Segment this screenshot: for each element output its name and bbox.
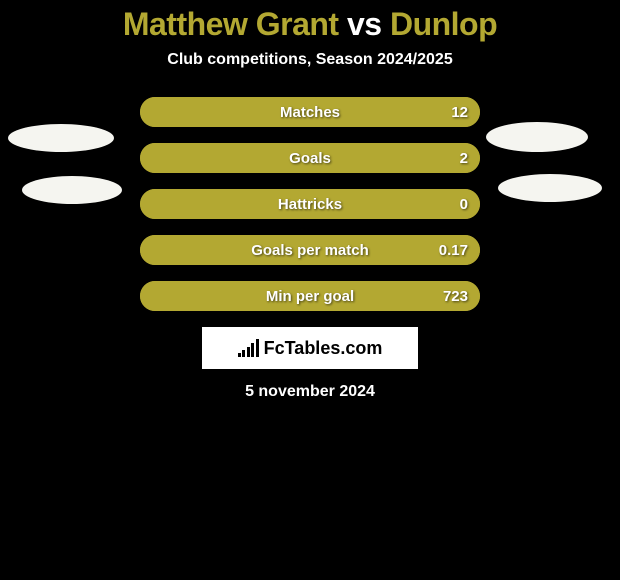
stat-value: 0 xyxy=(460,189,468,219)
stat-value: 12 xyxy=(451,97,468,127)
logo-bar xyxy=(238,353,241,357)
logo-bar xyxy=(256,339,259,357)
title-vs: vs xyxy=(339,6,390,42)
stat-row: Matches12 xyxy=(140,97,480,127)
logo-text: FcTables.com xyxy=(264,338,383,359)
stat-row: Goals2 xyxy=(140,143,480,173)
stat-label: Goals per match xyxy=(140,235,480,265)
logo-bar xyxy=(251,343,254,357)
stat-row: Goals per match0.17 xyxy=(140,235,480,265)
subtitle: Club competitions, Season 2024/2025 xyxy=(0,51,620,69)
stat-label: Matches xyxy=(140,97,480,127)
decorative-ellipse xyxy=(498,174,602,202)
stat-value: 2 xyxy=(460,143,468,173)
bar-chart-icon xyxy=(238,339,260,357)
stat-label: Min per goal xyxy=(140,281,480,311)
decorative-ellipse xyxy=(486,122,588,152)
stat-value: 723 xyxy=(443,281,468,311)
page-title: Matthew Grant vs Dunlop xyxy=(0,0,620,43)
stat-label: Hattricks xyxy=(140,189,480,219)
title-player1: Matthew Grant xyxy=(123,6,339,42)
decorative-ellipse xyxy=(8,124,114,152)
attribution-logo: FcTables.com xyxy=(202,327,418,369)
logo-bar xyxy=(242,350,245,357)
decorative-ellipse xyxy=(22,176,122,204)
stat-value: 0.17 xyxy=(439,235,468,265)
title-player2: Dunlop xyxy=(390,6,497,42)
logo-bar xyxy=(247,347,250,357)
stat-label: Goals xyxy=(140,143,480,173)
stat-row: Hattricks0 xyxy=(140,189,480,219)
date-label: 5 november 2024 xyxy=(0,383,620,401)
stat-row: Min per goal723 xyxy=(140,281,480,311)
